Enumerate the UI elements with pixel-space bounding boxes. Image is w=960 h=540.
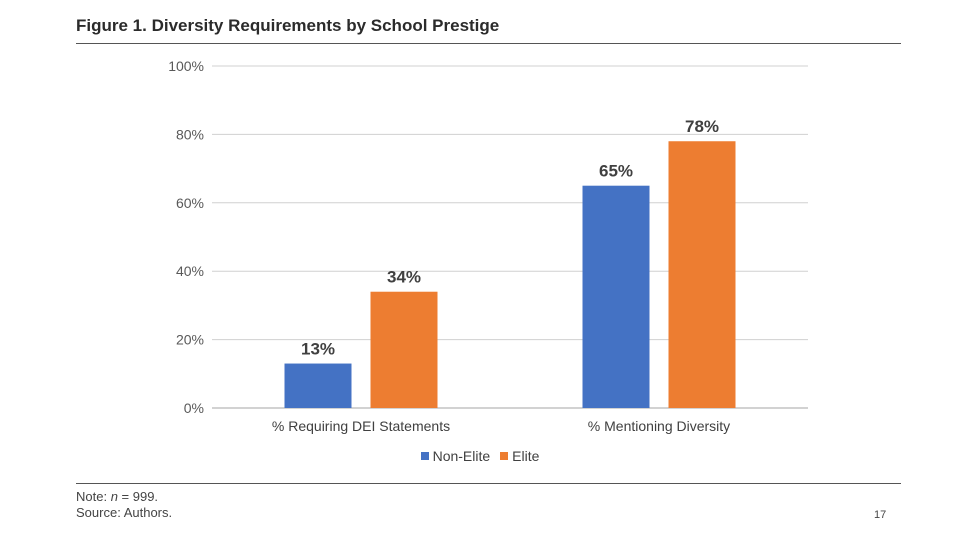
data-label: 34% (387, 268, 421, 287)
legend-item-non-elite: Non-Elite (420, 448, 491, 464)
note-suffix: = 999. (117, 489, 159, 504)
data-label: 65% (599, 162, 633, 181)
bar (370, 291, 438, 408)
note-prefix: Note: (76, 489, 111, 504)
note-n: n (110, 489, 118, 504)
y-tick-label: 60% (176, 195, 204, 211)
data-label: 13% (301, 340, 335, 359)
legend-item-elite: Elite (500, 448, 539, 464)
footer: Note: n = 999. Source: Authors. (76, 489, 172, 521)
y-tick-label: 100% (168, 58, 204, 74)
figure-title: Figure 1. Diversity Requirements by Scho… (76, 16, 500, 35)
bar (668, 141, 736, 409)
data-label: 78% (685, 117, 719, 136)
bar (582, 185, 650, 408)
note: Note: n = 999. (76, 489, 172, 505)
page-number: 17 (874, 509, 887, 521)
y-tick-label: 0% (184, 400, 204, 416)
x-tick-label: % Mentioning Diversity (588, 418, 730, 434)
source: Source: Authors. (76, 505, 173, 520)
y-tick-label: 80% (176, 126, 204, 142)
bottom-divider (76, 483, 901, 484)
y-tick-label: 40% (176, 263, 204, 279)
y-tick-label: 20% (176, 332, 204, 348)
x-tick-label: % Requiring DEI Statements (272, 418, 450, 434)
top-divider (76, 43, 901, 44)
legend-label-non-elite: Non-Elite (432, 448, 491, 464)
legend: Non-Elite Elite (0, 448, 960, 464)
bar (284, 363, 352, 408)
legend-label-elite: Elite (512, 448, 540, 464)
legend-swatch-non-elite (420, 452, 429, 460)
legend-swatch-elite (500, 452, 509, 460)
bar-chart: 0% 20% 40% 60% 80% 100% 13% 34% % Requiring DEI … (168, 58, 808, 434)
